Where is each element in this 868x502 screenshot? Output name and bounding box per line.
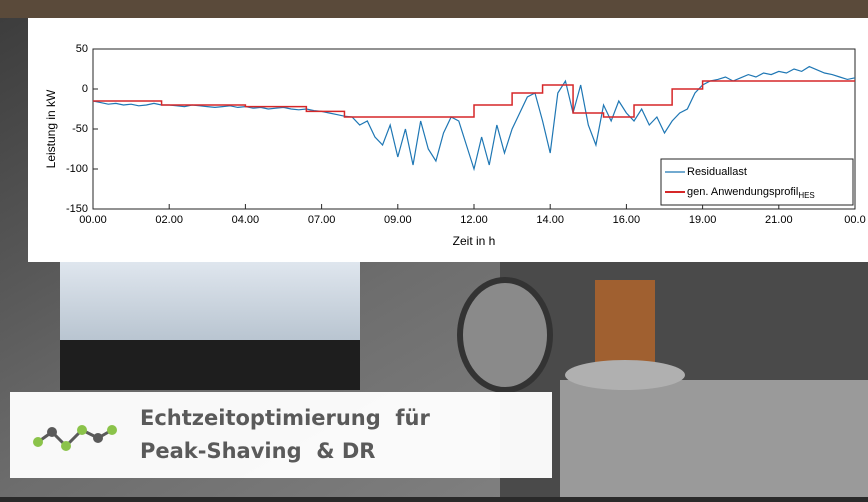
legend-label: Residuallast xyxy=(687,166,747,178)
y-tick-label: 50 xyxy=(76,43,88,55)
monitor-frame xyxy=(60,340,360,390)
bearing-ring xyxy=(460,280,550,390)
x-tick-label: 00.0 xyxy=(844,214,865,226)
x-tick-label: 07.00 xyxy=(308,214,336,226)
machine-base xyxy=(560,380,868,497)
y-tick-label: -50 xyxy=(72,123,88,135)
x-tick-label: 02.00 xyxy=(155,214,183,226)
legend-name: Residuallast xyxy=(687,166,747,178)
x-tick-label: 04.00 xyxy=(232,214,260,226)
caption-line1: Echtzeitoptimierung für xyxy=(140,406,431,430)
photo-top xyxy=(0,0,868,18)
chart-panel xyxy=(28,18,868,262)
x-axis-label: Zeit in h xyxy=(453,234,496,248)
y-tick-label: -100 xyxy=(66,163,88,175)
x-tick-label: 12.00 xyxy=(460,214,488,226)
motor-coil xyxy=(595,280,655,365)
page: Leistung in kW Zeit in h 500-50-100-1500… xyxy=(0,0,868,497)
monitor-screen xyxy=(60,262,360,342)
caption-line2: Peak-Shaving & DR xyxy=(140,439,375,463)
x-tick-label: 00.00 xyxy=(79,214,107,226)
y-tick-label: 0 xyxy=(82,83,88,95)
machine-plate xyxy=(565,360,685,390)
x-tick-label: 09.00 xyxy=(384,214,412,226)
x-tick-label: 21.00 xyxy=(765,214,793,226)
x-tick-label: 14.00 xyxy=(536,214,564,226)
legend-subscript: HES xyxy=(798,191,814,200)
x-tick-label: 16.00 xyxy=(613,214,641,226)
x-tick-label: 19.00 xyxy=(689,214,717,226)
y-axis-label: Leistung in kW xyxy=(44,89,58,168)
legend-name: gen. Anwendungsprofil xyxy=(687,186,798,198)
